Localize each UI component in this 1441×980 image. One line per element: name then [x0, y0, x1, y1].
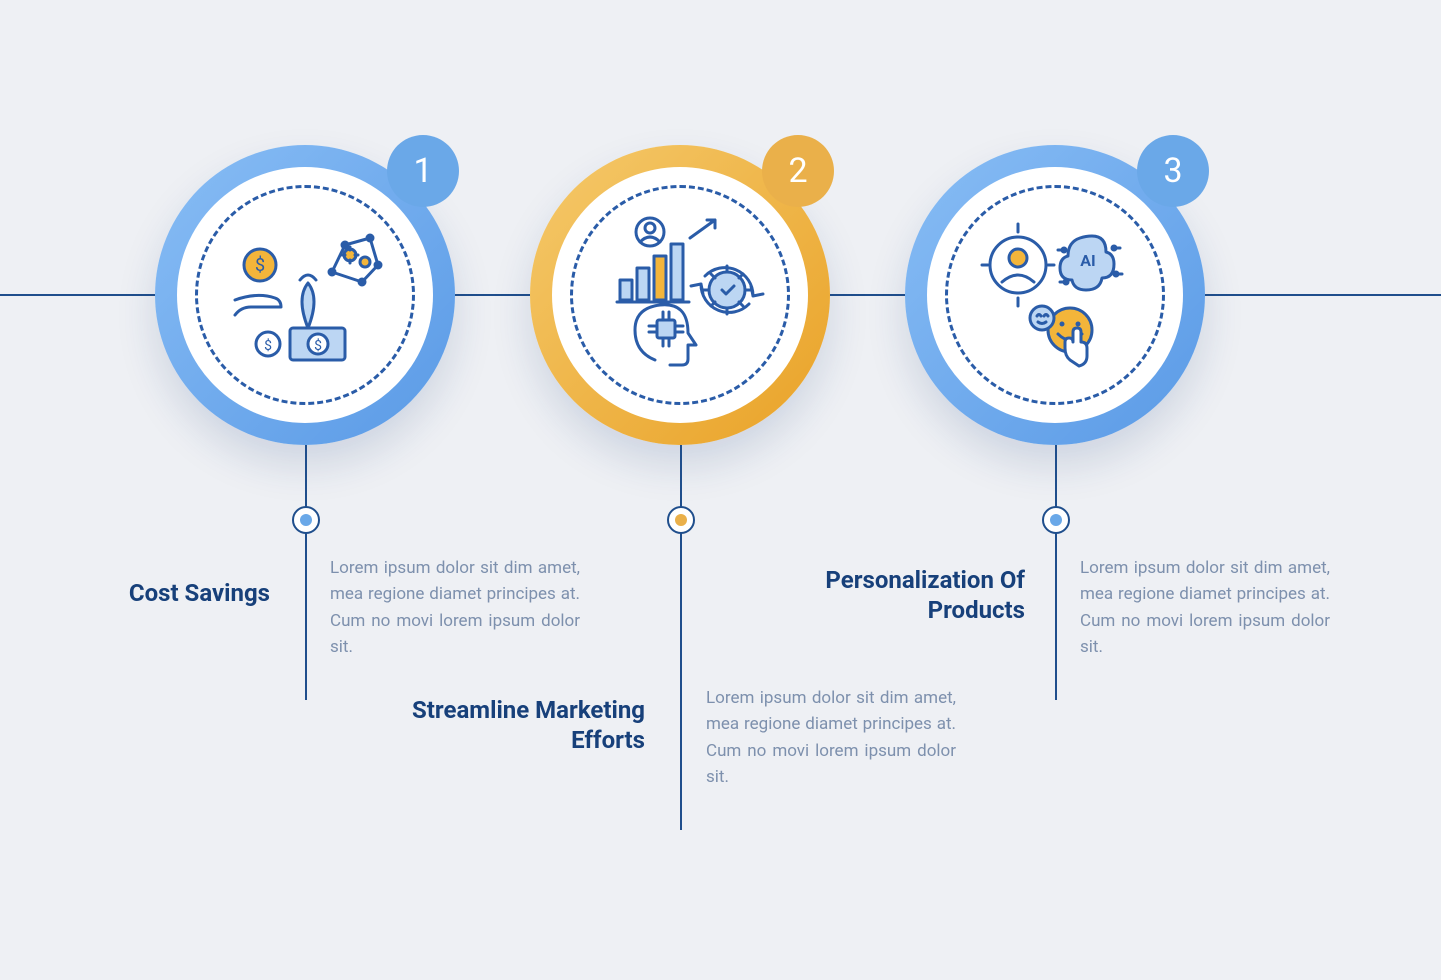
connector-dot	[1042, 506, 1070, 534]
marketing-icon	[585, 200, 775, 390]
svg-text:$: $	[264, 337, 272, 354]
number-label: 3	[1163, 151, 1182, 191]
number-label: 2	[788, 151, 807, 191]
svg-text:$: $	[314, 337, 322, 354]
circle-card-3: 3 AI	[905, 145, 1205, 445]
card-body: Lorem ipsum dolor sit dim amet, mea regi…	[1080, 555, 1330, 660]
number-label: 1	[413, 151, 432, 191]
card-title: Streamline Marketing Efforts	[400, 695, 645, 755]
svg-text:$: $	[255, 255, 265, 276]
connector-line	[1055, 445, 1057, 700]
number-badge: 2	[762, 135, 834, 207]
connector-line	[305, 445, 307, 700]
card-title: Cost Savings	[100, 578, 270, 608]
number-badge: 3	[1137, 135, 1209, 207]
svg-text:AI: AI	[1080, 251, 1095, 270]
card-body: Lorem ipsum dolor sit dim amet, mea regi…	[706, 685, 956, 790]
personalization-icon: AI	[960, 200, 1150, 390]
circle-card-1: 1 $ $ $	[155, 145, 455, 445]
cost-savings-icon: $ $ $	[210, 200, 400, 390]
connector-line	[680, 445, 682, 830]
connector-dot	[667, 506, 695, 534]
card-body: Lorem ipsum dolor sit dim amet, mea regi…	[330, 555, 580, 660]
number-badge: 1	[387, 135, 459, 207]
card-title: Personalization Of Products	[805, 565, 1025, 625]
circle-card-2: 2	[530, 145, 830, 445]
connector-dot	[292, 506, 320, 534]
